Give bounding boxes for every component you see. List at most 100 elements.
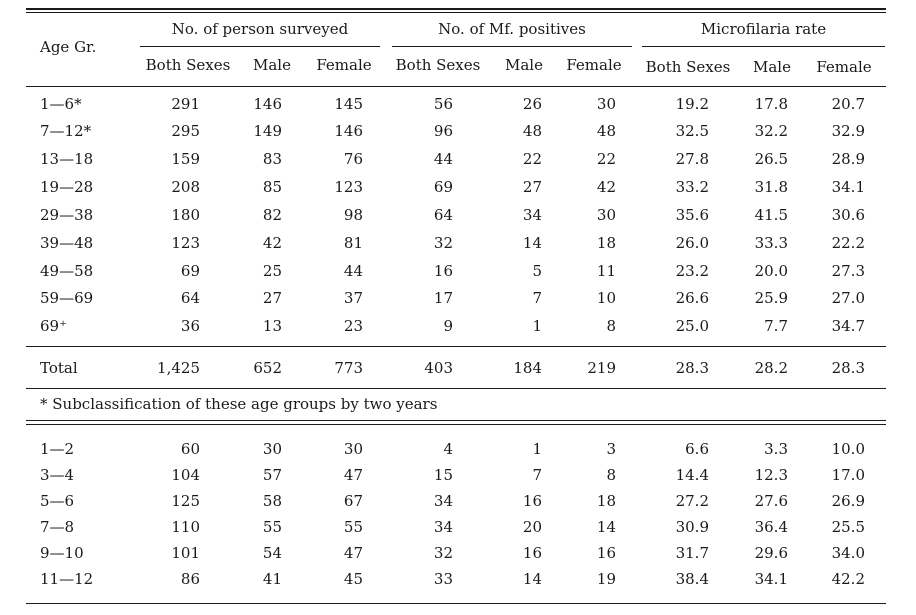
group-rule-surveyed bbox=[140, 46, 380, 47]
cell-surveyed-both-sexes: 208 bbox=[171, 178, 200, 196]
cell-surveyed-female: 47 bbox=[343, 544, 363, 562]
cell-positives-both-sexes: 34 bbox=[433, 518, 453, 536]
cell-rate-both-sexes: 35.6 bbox=[675, 206, 709, 224]
cell-positives-both-sexes: 32 bbox=[433, 234, 453, 252]
cell-positives-both-sexes: 16 bbox=[433, 262, 453, 280]
cell-surveyed-female: 76 bbox=[343, 150, 363, 168]
subtable-top-rule-1 bbox=[26, 420, 886, 421]
cell-positives-female: 19 bbox=[596, 570, 616, 588]
cell-rate-female: 32.9 bbox=[831, 122, 865, 140]
group-rule-positives bbox=[392, 46, 632, 47]
subcol-both-sexes: Both Sexes bbox=[395, 56, 481, 74]
cell-positives-male: 16 bbox=[522, 544, 542, 562]
cell-surveyed-male: 58 bbox=[262, 492, 282, 510]
cell-surveyed-female: 45 bbox=[343, 570, 363, 588]
cell-positives-male: 27 bbox=[522, 178, 542, 196]
cell-positives-male: 1 bbox=[532, 317, 542, 335]
table-row: 7—8 110 55 55 34 20 14 30.9 36.4 25.5 bbox=[0, 518, 916, 536]
cell-surveyed-female: 773 bbox=[334, 359, 363, 377]
header-age-group: Age Gr. bbox=[40, 38, 97, 56]
cell-surveyed-both-sexes: 295 bbox=[171, 122, 200, 140]
table-row: 59—69 64 27 37 17 7 10 26.6 25.9 27.0 bbox=[0, 289, 916, 307]
cell-rate-both-sexes: 23.2 bbox=[675, 262, 709, 280]
cell-positives-both-sexes: 64 bbox=[433, 206, 453, 224]
cell-positives-female: 10 bbox=[596, 289, 616, 307]
cell-positives-male: 7 bbox=[532, 466, 542, 484]
subcol-female: Female bbox=[816, 58, 872, 76]
table-row: 5—6 125 58 67 34 16 18 27.2 27.6 26.9 bbox=[0, 492, 916, 510]
cell-positives-both-sexes: 56 bbox=[433, 95, 453, 113]
cell-positives-female: 8 bbox=[606, 317, 616, 335]
cell-rate-male: 20.0 bbox=[754, 262, 788, 280]
cell-positives-male: 34 bbox=[522, 206, 542, 224]
age-group-label: 3—4 bbox=[40, 466, 75, 484]
cell-rate-male: 32.2 bbox=[754, 122, 788, 140]
table-row: 1—6* 291 146 145 56 26 30 19.2 17.8 20.7 bbox=[0, 95, 916, 113]
cell-positives-female: 18 bbox=[596, 234, 616, 252]
age-group-label: 9—10 bbox=[40, 544, 84, 562]
cell-rate-female: 34.1 bbox=[831, 178, 865, 196]
total-row: Total 1,425 652 773 403 184 219 28.3 28.2 28.3 bbox=[0, 359, 916, 377]
cell-surveyed-both-sexes: 291 bbox=[171, 95, 200, 113]
cell-positives-both-sexes: 32 bbox=[433, 544, 453, 562]
cell-positives-female: 219 bbox=[587, 359, 616, 377]
cell-positives-male: 20 bbox=[522, 518, 542, 536]
cell-rate-both-sexes: 14.4 bbox=[675, 466, 709, 484]
cell-rate-male: 17.8 bbox=[754, 95, 788, 113]
table-row: 29—38 180 82 98 64 34 30 35.6 41.5 30.6 bbox=[0, 206, 916, 224]
cell-positives-female: 16 bbox=[596, 544, 616, 562]
cell-surveyed-both-sexes: 64 bbox=[180, 289, 200, 307]
cell-surveyed-both-sexes: 69 bbox=[180, 262, 200, 280]
cell-surveyed-female: 47 bbox=[343, 466, 363, 484]
cell-positives-male: 48 bbox=[522, 122, 542, 140]
age-group-label: Total bbox=[40, 359, 78, 377]
cell-positives-male: 16 bbox=[522, 492, 542, 510]
cell-surveyed-male: 55 bbox=[262, 518, 282, 536]
cell-rate-male: 7.7 bbox=[764, 317, 788, 335]
cell-surveyed-female: 37 bbox=[343, 289, 363, 307]
cell-rate-male: 41.5 bbox=[754, 206, 788, 224]
table-row: 69⁺ 36 13 23 9 1 8 25.0 7.7 34.7 bbox=[0, 317, 916, 335]
cell-rate-female: 30.6 bbox=[831, 206, 865, 224]
cell-rate-male: 3.3 bbox=[764, 440, 788, 458]
age-group-label: 1—6* bbox=[40, 95, 82, 113]
cell-positives-male: 22 bbox=[522, 150, 542, 168]
table-row: 49—58 69 25 44 16 5 11 23.2 20.0 27.3 bbox=[0, 262, 916, 280]
age-group-label: 29—38 bbox=[40, 206, 94, 224]
total-top-rule bbox=[26, 346, 886, 347]
cell-rate-female: 26.9 bbox=[831, 492, 865, 510]
cell-positives-female: 8 bbox=[606, 466, 616, 484]
age-group-label: 39—48 bbox=[40, 234, 94, 252]
header-group-rate: Microfilaria rate bbox=[700, 20, 827, 38]
cell-rate-both-sexes: 28.3 bbox=[675, 359, 709, 377]
cell-positives-female: 30 bbox=[596, 95, 616, 113]
cell-surveyed-female: 145 bbox=[334, 95, 363, 113]
age-group-label: 1—2 bbox=[40, 440, 75, 458]
cell-surveyed-both-sexes: 180 bbox=[171, 206, 200, 224]
cell-surveyed-both-sexes: 123 bbox=[171, 234, 200, 252]
header-group-surveyed: No. of person surveyed bbox=[171, 20, 349, 38]
cell-surveyed-both-sexes: 110 bbox=[171, 518, 200, 536]
cell-positives-both-sexes: 44 bbox=[433, 150, 453, 168]
table-row: 13—18 159 83 76 44 22 22 27.8 26.5 28.9 bbox=[0, 150, 916, 168]
subcol-male: Male bbox=[253, 56, 291, 74]
cell-surveyed-male: 42 bbox=[262, 234, 282, 252]
cell-rate-male: 33.3 bbox=[754, 234, 788, 252]
cell-positives-male: 1 bbox=[532, 440, 542, 458]
cell-positives-male: 14 bbox=[522, 570, 542, 588]
total-bottom-rule bbox=[26, 388, 886, 389]
cell-surveyed-both-sexes: 60 bbox=[180, 440, 200, 458]
cell-positives-male: 26 bbox=[522, 95, 542, 113]
cell-rate-female: 28.9 bbox=[831, 150, 865, 168]
cell-rate-both-sexes: 38.4 bbox=[675, 570, 709, 588]
cell-surveyed-both-sexes: 159 bbox=[171, 150, 200, 168]
cell-rate-both-sexes: 33.2 bbox=[675, 178, 709, 196]
cell-rate-female: 27.3 bbox=[831, 262, 865, 280]
cell-positives-both-sexes: 34 bbox=[433, 492, 453, 510]
cell-surveyed-female: 146 bbox=[334, 122, 363, 140]
cell-positives-both-sexes: 96 bbox=[433, 122, 453, 140]
cell-rate-both-sexes: 6.6 bbox=[685, 440, 709, 458]
subcol-female: Female bbox=[566, 56, 622, 74]
cell-surveyed-both-sexes: 104 bbox=[171, 466, 200, 484]
subcol-male: Male bbox=[753, 58, 791, 76]
